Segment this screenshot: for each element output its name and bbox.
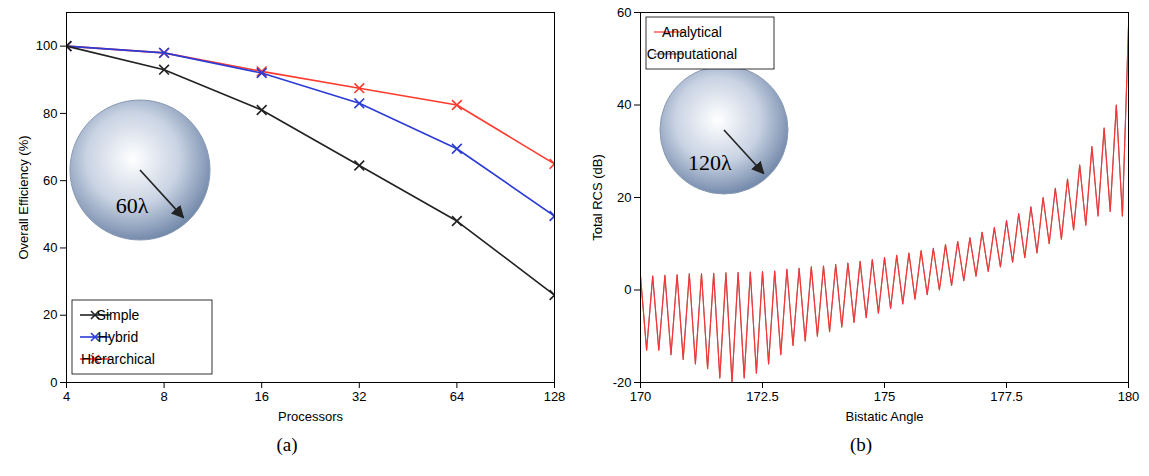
svg-text:4: 4 <box>63 389 70 404</box>
svg-text:Overall Efficiency (%): Overall Efficiency (%) <box>16 135 31 259</box>
svg-text:175: 175 <box>874 389 896 404</box>
svg-text:60: 60 <box>43 173 57 188</box>
svg-text:170: 170 <box>630 389 652 404</box>
svg-text:64: 64 <box>450 389 464 404</box>
svg-text:8: 8 <box>160 389 167 404</box>
svg-text:Total RCS (dB): Total RCS (dB) <box>590 154 605 241</box>
svg-text:60: 60 <box>617 5 631 20</box>
svg-text:177.5: 177.5 <box>990 389 1023 404</box>
svg-text:40: 40 <box>43 240 57 255</box>
html-text:(a): (a) <box>276 434 298 455</box>
svg-text:0: 0 <box>624 282 631 297</box>
svg-text:120λ: 120λ <box>688 150 732 175</box>
svg-text:0: 0 <box>50 375 57 390</box>
svg-text:20: 20 <box>43 307 57 322</box>
svg-text:40: 40 <box>617 97 631 112</box>
svg-text:-20: -20 <box>613 375 632 390</box>
svg-text:16: 16 <box>254 389 268 404</box>
svg-text:100: 100 <box>36 38 58 53</box>
svg-text:Bistatic Angle: Bistatic Angle <box>845 409 923 424</box>
svg-text:Hierarchical: Hierarchical <box>81 351 155 367</box>
svg-text:80: 80 <box>43 106 57 121</box>
svg-text:32: 32 <box>352 389 366 404</box>
svg-text:60λ: 60λ <box>116 193 149 218</box>
svg-text:180: 180 <box>1118 389 1140 404</box>
svg-text:20: 20 <box>617 190 631 205</box>
svg-text:172.5: 172.5 <box>746 389 779 404</box>
html-text:(b): (b) <box>849 434 873 455</box>
svg-text:Simple: Simple <box>97 307 140 323</box>
svg-text:Processors: Processors <box>278 409 344 424</box>
svg-text:128: 128 <box>544 389 566 404</box>
svg-text:Analytical: Analytical <box>662 24 722 40</box>
svg-text:Computational: Computational <box>647 46 737 62</box>
svg-text:Hybrid: Hybrid <box>98 329 138 345</box>
